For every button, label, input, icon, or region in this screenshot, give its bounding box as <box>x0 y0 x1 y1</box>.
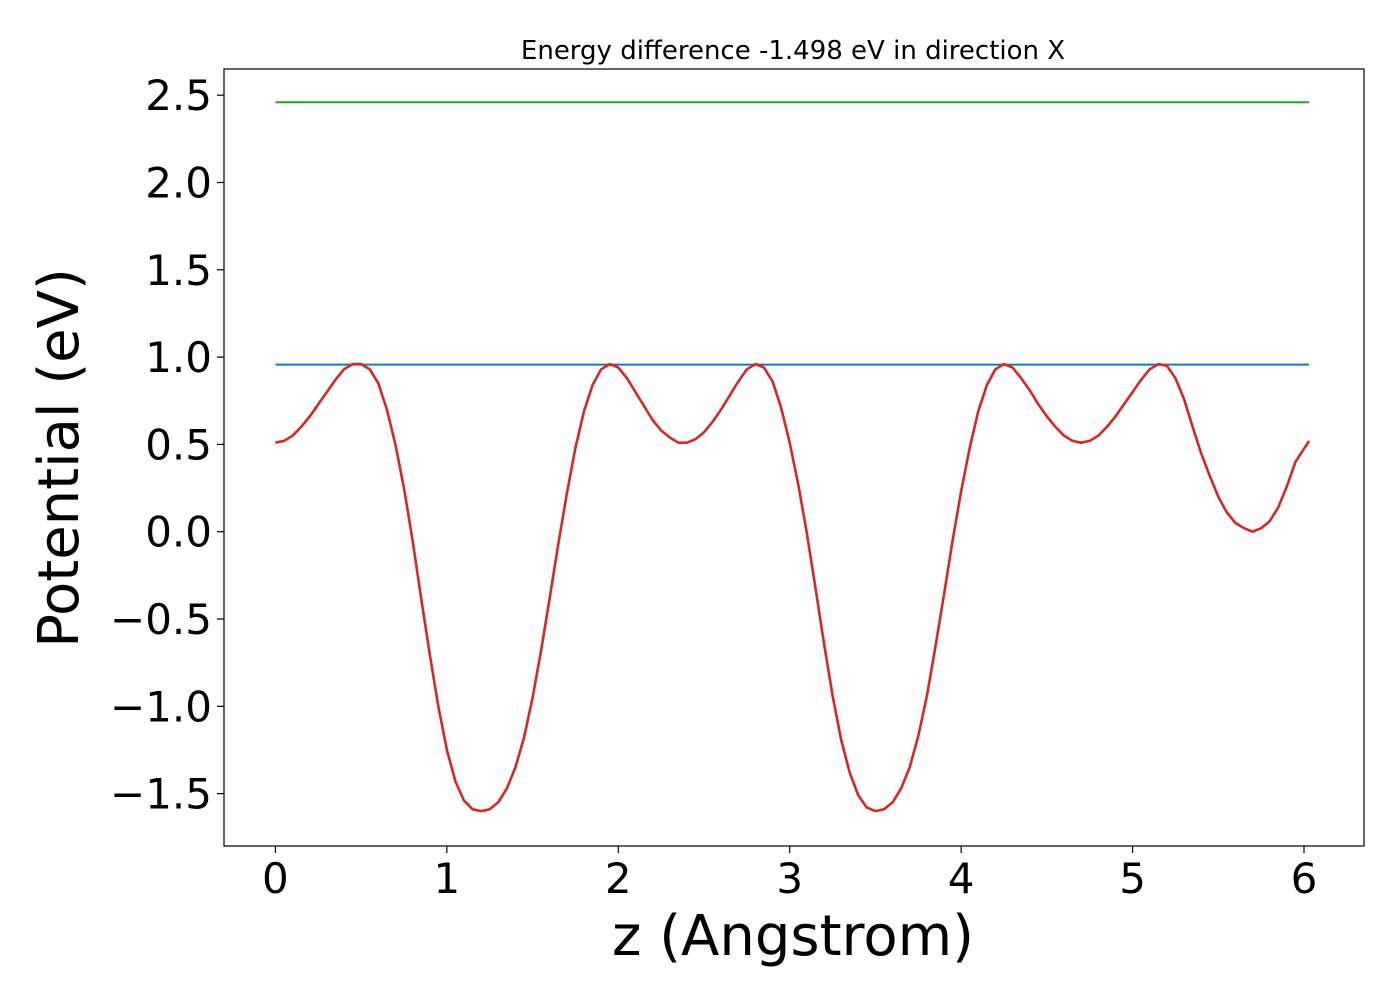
y-axis-label: Potential (eV) <box>27 268 92 648</box>
x-tick-label: 0 <box>262 854 289 903</box>
y-tick-label: 1.5 <box>145 246 212 295</box>
y-tick-label: 0.5 <box>145 420 212 469</box>
chart-title: Energy difference -1.498 eV in direction… <box>521 36 1065 66</box>
y-tick-label: −1.5 <box>110 770 212 819</box>
x-axis-label: z (Angstrom) <box>612 904 974 969</box>
y-tick-label: 0.0 <box>145 508 212 557</box>
x-tick-label: 5 <box>1119 854 1146 903</box>
series-line-3 <box>275 362 1311 813</box>
x-tick-label: 4 <box>948 854 975 903</box>
y-tick-label: −0.5 <box>110 595 212 644</box>
x-tick-label: 1 <box>433 854 460 903</box>
x-axis: 0 1 2 3 4 5 6 <box>262 846 1317 903</box>
y-tick-label: 1.0 <box>145 333 212 382</box>
y-tick-label: 2.0 <box>145 158 212 207</box>
x-tick-label: 3 <box>776 854 803 903</box>
y-axis: 2.5 2.0 1.5 1.0 0.5 0.0 −0.5 −1.0 −1.5 <box>110 71 224 819</box>
plot-area-frame <box>223 68 1365 847</box>
x-tick-label: 6 <box>1291 854 1318 903</box>
plot-series-group <box>275 101 1311 813</box>
y-tick-label: −1.0 <box>110 682 212 731</box>
y-tick-label: 2.5 <box>145 71 212 120</box>
x-tick-label: 2 <box>605 854 632 903</box>
